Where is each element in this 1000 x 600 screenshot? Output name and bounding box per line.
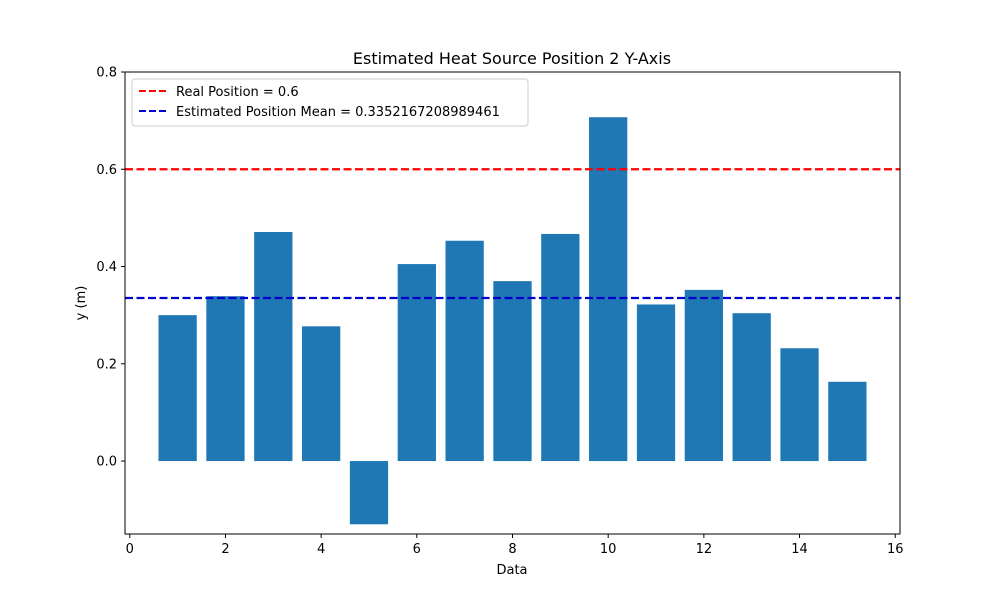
x-axis-title: Data (496, 563, 527, 578)
bar-4 (302, 326, 341, 462)
y-tick-label: 0.4 (96, 260, 117, 275)
reference-lines-group (125, 168, 900, 300)
legend-box (131, 78, 529, 127)
chart-title: Estimated Heat Source Position 2 Y-Axis (353, 49, 671, 68)
x-tick-label: 2 (221, 542, 229, 557)
x-tick-label: 14 (791, 542, 808, 557)
x-tick-label: 4 (317, 542, 325, 557)
legend-label-real-position: Real Position = 0.6 (176, 85, 299, 100)
bars-group (158, 117, 867, 525)
y-tick-label: 0.2 (96, 357, 117, 372)
bar-7 (445, 240, 484, 462)
bar-15 (828, 381, 867, 462)
bar-12 (684, 289, 723, 462)
y-tick-label: 0.8 (96, 66, 117, 81)
x-tick-label: 8 (508, 542, 516, 557)
x-axis-ticks: 0 2 4 6 8 10 12 14 16 (126, 534, 904, 557)
legend: Real Position = 0.6 Estimated Position M… (131, 78, 529, 127)
bar-13 (732, 313, 771, 462)
bar-10 (589, 117, 628, 462)
bar-9 (541, 233, 580, 462)
bar-2 (206, 296, 245, 462)
x-tick-label: 12 (696, 542, 713, 557)
bar-6 (397, 264, 436, 462)
bar-14 (780, 348, 819, 462)
x-tick-label: 16 (887, 542, 904, 557)
bar-3 (254, 232, 293, 462)
bar-8 (493, 281, 532, 462)
y-tick-label: 0.6 (96, 163, 117, 178)
legend-label-estimated-mean: Estimated Position Mean = 0.335216720898… (176, 105, 500, 120)
bar-11 (636, 304, 676, 462)
x-tick-label: 10 (600, 542, 617, 557)
bar-1 (158, 315, 197, 462)
x-tick-label: 0 (126, 542, 134, 557)
y-axis-title: y (m) (74, 286, 89, 321)
y-tick-label: 0.0 (96, 455, 117, 470)
x-tick-label: 6 (413, 542, 421, 557)
y-axis-ticks: 0.0 0.2 0.4 0.6 0.8 (96, 66, 125, 470)
bar-5 (349, 461, 389, 525)
